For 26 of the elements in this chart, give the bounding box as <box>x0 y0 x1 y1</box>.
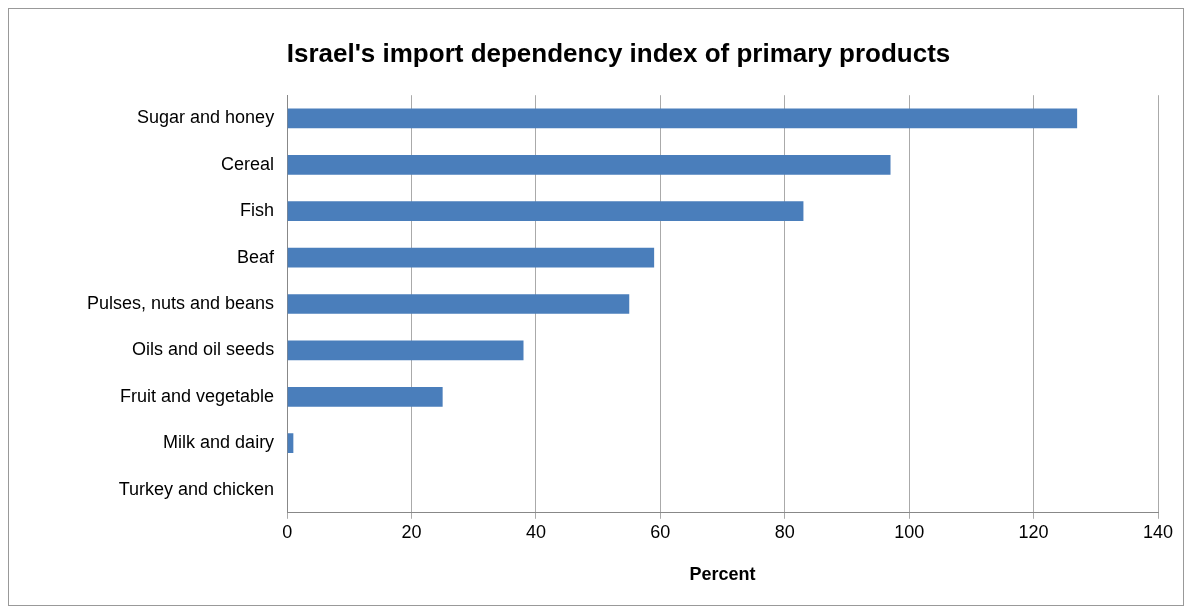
bar <box>287 154 891 175</box>
x-tick-label: 80 <box>774 521 795 542</box>
x-tick-label: 0 <box>282 521 293 542</box>
x-tick-label: 60 <box>650 521 671 542</box>
x-axis-title: Percent <box>689 564 756 585</box>
y-tick-label: Oils and oil seeds <box>132 339 275 360</box>
bar <box>287 108 1078 129</box>
x-tick-label: 20 <box>401 521 422 542</box>
x-tick-label: 140 <box>1142 521 1174 542</box>
y-tick-label: Sugar and honey <box>137 107 275 128</box>
y-tick-label: Milk and dairy <box>163 432 275 453</box>
x-tick-label: 100 <box>894 521 925 542</box>
bar <box>287 294 630 314</box>
bar <box>287 386 443 407</box>
bar <box>287 201 804 222</box>
chart-title: Israel's import dependency index of primary products <box>286 37 951 68</box>
x-tick-label: 120 <box>1018 521 1049 542</box>
y-tick-label: Turkey and chicken <box>118 478 275 499</box>
bar <box>287 340 524 361</box>
x-tick-label: 40 <box>525 521 546 542</box>
y-tick-label: Beaf <box>237 246 276 267</box>
y-tick-label: Fish <box>240 200 275 221</box>
y-tick-label: Fruit and vegetable <box>120 385 275 406</box>
bar <box>287 247 655 268</box>
y-tick-label: Pulses, nuts and beans <box>86 292 275 313</box>
y-tick-label: Cereal <box>221 153 275 174</box>
